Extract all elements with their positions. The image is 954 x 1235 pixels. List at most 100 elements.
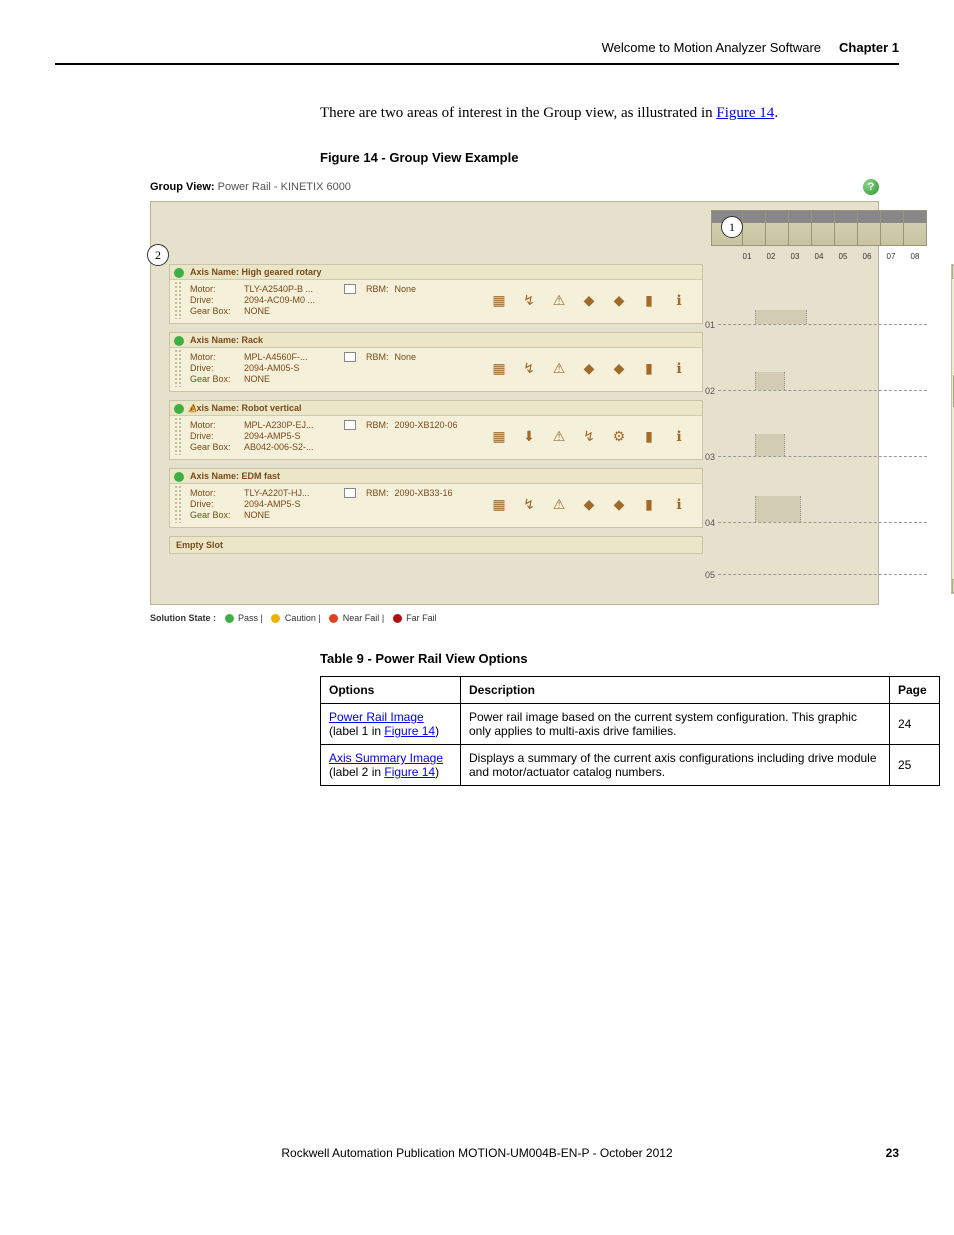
motor-edit-icon[interactable] [344, 284, 356, 294]
axis-body: Motor:MPL-A4560F-...RBM:NoneDrive:2094-A… [170, 348, 702, 391]
slot-marker: 05 [703, 531, 927, 575]
rail-number: 07 [879, 252, 903, 261]
slot-marker: 02 [703, 333, 927, 391]
state-dot-icon [329, 614, 338, 623]
axis-tool-icon[interactable]: ▦ [490, 360, 508, 378]
rail-slot [765, 210, 789, 246]
callout-2: 2 [147, 244, 169, 266]
axis-tool-icon[interactable]: ⚙ [610, 428, 628, 446]
axis-tool-icon[interactable]: ↯ [520, 496, 538, 514]
figure-link[interactable]: Figure 14 [384, 724, 435, 738]
drag-handle-icon[interactable] [174, 485, 182, 523]
axis-name: Axis Name: Rack [190, 335, 263, 345]
empty-slot[interactable]: Empty Slot [169, 536, 703, 554]
axis-tool-icon[interactable]: ↯ [520, 360, 538, 378]
axis-name: Axis Name: High geared rotary [190, 267, 322, 277]
drag-handle-icon[interactable] [174, 349, 182, 387]
solution-state: Solution State : Pass | Caution | Near F… [150, 609, 899, 651]
footer-publication: Rockwell Automation Publication MOTION-U… [95, 1146, 859, 1160]
rail-slot [811, 210, 835, 246]
axis-tool-icon[interactable]: ⬇ [520, 428, 538, 446]
table-caption: Table 9 - Power Rail View Options [320, 651, 899, 666]
slot-bar [755, 434, 785, 456]
axis-icons: ▦ ↯ ⚠ ◆ ◆ ▮ ℹ [490, 284, 696, 317]
cell-page: 24 [890, 704, 940, 745]
axis-tool-icon[interactable]: ▦ [490, 292, 508, 310]
axis-tool-icon[interactable]: ▮ [640, 360, 658, 378]
rail-column: 1 0102030405060708 0102030405 ▲ ▼ [703, 208, 954, 598]
motor-edit-icon[interactable] [344, 420, 356, 430]
axis-name: Axis Name: EDM fast [190, 471, 280, 481]
rail-number: 04 [807, 252, 831, 261]
axis-tool-icon[interactable]: ℹ [670, 428, 688, 446]
rail-slot [903, 210, 927, 246]
slot-marker: 01 [703, 267, 927, 325]
slot-markers: 0102030405 [703, 267, 954, 575]
axis-fields: Motor:TLY-A220T-HJ...RBM:2090-XB33-16Dri… [190, 488, 490, 521]
rail-number: 06 [855, 252, 879, 261]
axis-tool-icon[interactable]: ↯ [520, 292, 538, 310]
axis-tool-icon[interactable]: ▦ [490, 428, 508, 446]
groupview-header: Group View: Power Rail - KINETIX 6000 ? [150, 177, 879, 201]
cell-option: Axis Summary Image(label 2 in Figure 14) [321, 745, 461, 786]
axis-list: Axis Name: High geared rotary Motor:TLY-A… [151, 264, 703, 528]
axis-header: Axis Name: Rack [170, 333, 702, 348]
axis-tool-icon[interactable]: ⚠ [550, 428, 568, 446]
axis-name: Axis Name: Robot vertical [190, 403, 302, 413]
axis-card[interactable]: ⚠ Axis Name: Robot vertical Motor:MPL-A230… [169, 400, 703, 460]
axis-fields: Motor:TLY-A2540P-B ...RBM:NoneDrive:2094… [190, 284, 490, 317]
axis-tool-icon[interactable]: ▦ [490, 496, 508, 514]
axis-tool-icon[interactable]: ◆ [610, 292, 628, 310]
axis-tool-icon[interactable]: ▮ [640, 428, 658, 446]
axis-tool-icon[interactable]: ↯ [580, 428, 598, 446]
axis-tool-icon[interactable]: ℹ [670, 360, 688, 378]
drag-handle-icon[interactable] [174, 417, 182, 455]
cell-page: 25 [890, 745, 940, 786]
axis-tool-icon[interactable]: ◆ [580, 292, 598, 310]
option-link[interactable]: Power Rail Image [329, 710, 424, 724]
state-label: Near Fail [343, 613, 380, 623]
header-title: Welcome to Motion Analyzer Software [602, 40, 821, 55]
motor-edit-icon[interactable] [344, 352, 356, 362]
gv-title-bold: Group View: [150, 181, 215, 193]
figure-link[interactable]: Figure 14 [384, 765, 435, 779]
axis-tool-icon[interactable]: ◆ [610, 496, 628, 514]
option-link[interactable]: Axis Summary Image [329, 751, 443, 765]
slot-bar [755, 496, 801, 522]
rail-number: 08 [903, 252, 927, 261]
axis-tool-icon[interactable]: ◆ [580, 360, 598, 378]
axis-tool-icon[interactable]: ℹ [670, 292, 688, 310]
table-header-row: Options Description Page [321, 677, 940, 704]
slot-number: 01 [703, 320, 717, 330]
axis-tool-icon[interactable]: ▮ [640, 292, 658, 310]
motor-edit-icon[interactable] [344, 488, 356, 498]
axis-list-column: 2 Axis Name: High geared rotaryMotor:TLY… [151, 208, 703, 598]
help-icon[interactable]: ? [863, 179, 879, 195]
axis-card[interactable]: Axis Name: High geared rotary Motor:TLY-A… [169, 264, 703, 324]
rail-numbers: 0102030405060708 [703, 252, 954, 261]
axis-card[interactable]: Axis Name: EDM fast Motor:TLY-A220T-HJ...… [169, 468, 703, 528]
axis-icons: ▦ ↯ ⚠ ◆ ◆ ▮ ℹ [490, 352, 696, 385]
axis-tool-icon[interactable]: ▮ [640, 496, 658, 514]
axis-body: Motor:TLY-A2540P-B ...RBM:NoneDrive:2094… [170, 280, 702, 323]
status-dot-icon [174, 404, 184, 414]
state-dot-icon [225, 614, 234, 623]
slot-bar [755, 372, 785, 390]
axis-tool-icon[interactable]: ◆ [580, 496, 598, 514]
axis-tool-icon[interactable]: ⚠ [550, 496, 568, 514]
axis-card[interactable]: Axis Name: Rack Motor:MPL-A4560F-...RBM:N… [169, 332, 703, 392]
axis-tool-icon[interactable]: ℹ [670, 496, 688, 514]
intro-link[interactable]: Figure 14 [716, 105, 774, 121]
slot-marker: 04 [703, 465, 927, 523]
rail-slot [742, 210, 766, 246]
drag-handle-icon[interactable] [174, 281, 182, 319]
rail-number: 03 [783, 252, 807, 261]
rail-number: 01 [735, 252, 759, 261]
axis-tool-icon[interactable]: ◆ [610, 360, 628, 378]
slot-bar [755, 310, 807, 324]
axis-tool-icon[interactable]: ⚠ [550, 360, 568, 378]
axis-body: Motor:MPL-A230P-EJ...RBM:2090-XB120-06Dr… [170, 416, 702, 459]
axis-tool-icon[interactable]: ⚠ [550, 292, 568, 310]
rail-slot [880, 210, 904, 246]
state-label: Far Fail [406, 613, 437, 623]
